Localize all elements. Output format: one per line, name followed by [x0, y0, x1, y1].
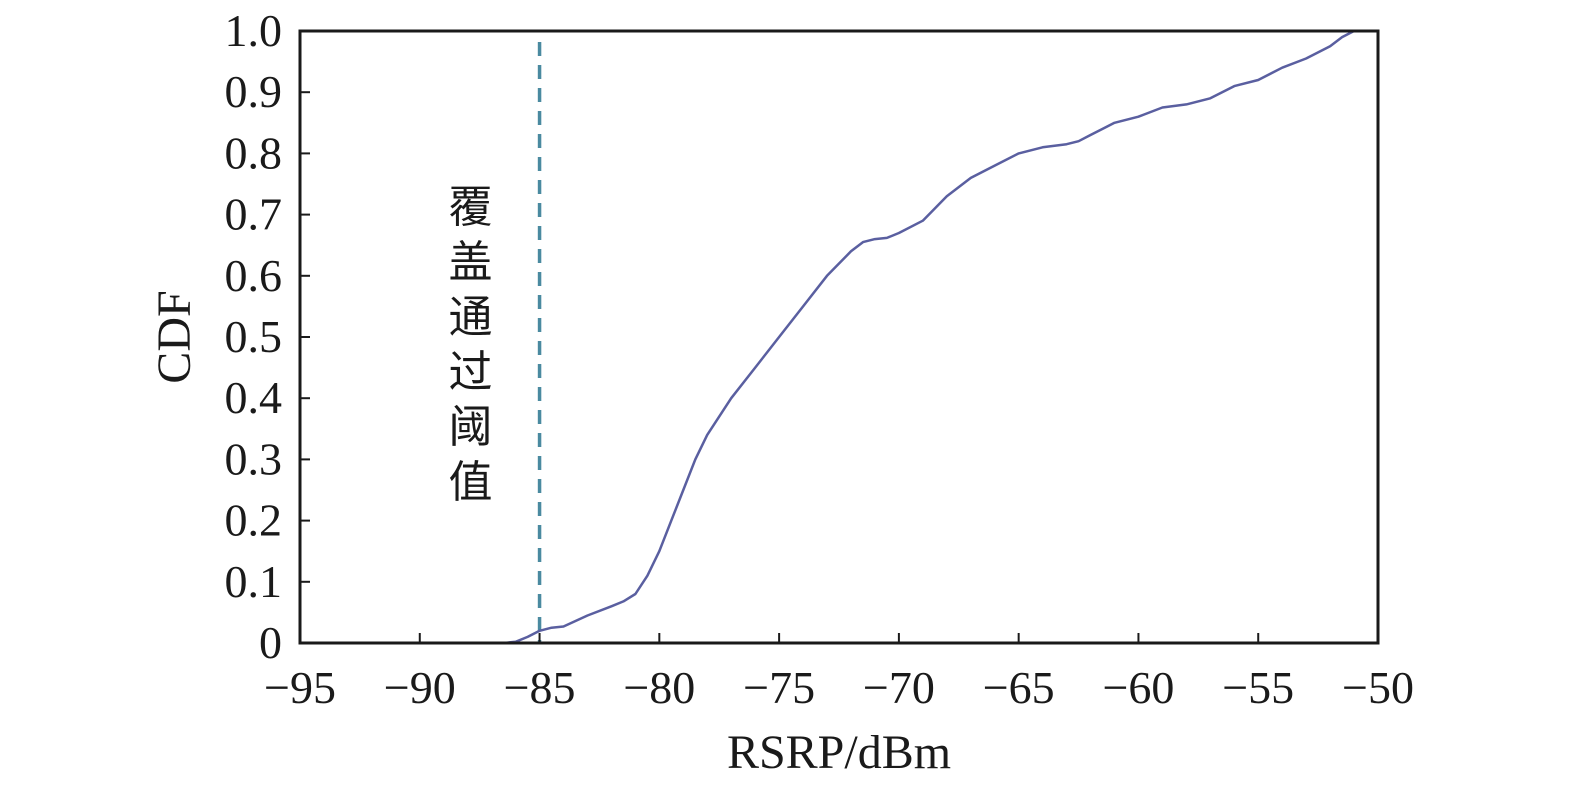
y-tick-label: 0.2	[225, 495, 283, 546]
cdf-series-line	[419, 29, 1355, 645]
threshold-label-char: 盖	[449, 238, 493, 287]
x-axis-label: RSRP/dBm	[727, 726, 951, 779]
y-tick-label: 0.1	[225, 556, 283, 607]
y-tick-label: 0.9	[225, 66, 283, 117]
y-tick-label: 0.4	[225, 372, 283, 423]
x-tick-label: −50	[1342, 662, 1414, 713]
y-tick-label: 0.8	[225, 127, 283, 178]
x-axis-ticks: −95 −90 −85 −80 −75 −70 −65 −60 −55 −50	[264, 633, 1414, 713]
threshold-label-char: 值	[449, 458, 493, 507]
threshold-label-char: 阈	[449, 403, 493, 452]
threshold-label-char: 覆	[449, 183, 493, 232]
y-tick-label: 0.3	[225, 433, 283, 484]
threshold-label-char: 过	[449, 348, 493, 397]
y-axis-label: CDF	[148, 290, 201, 383]
y-tick-label: 0.7	[225, 189, 283, 240]
y-tick-label: 0.5	[225, 311, 283, 362]
y-axis-ticks: 0 0.1 0.2 0.3 0.4 0.5 0.6 0.7 0.8 0.9 1.0	[225, 5, 310, 668]
x-tick-label: −85	[504, 662, 576, 713]
y-tick-label: 0	[259, 617, 282, 668]
threshold-label-char: 通	[449, 293, 493, 342]
x-tick-label: −95	[264, 662, 336, 713]
x-tick-label: −60	[1102, 662, 1174, 713]
x-tick-label: −65	[983, 662, 1055, 713]
y-tick-label: 1.0	[225, 5, 283, 56]
x-tick-label: −55	[1222, 662, 1294, 713]
x-tick-label: −70	[863, 662, 935, 713]
y-tick-label: 0.6	[225, 250, 283, 301]
x-tick-label: −90	[384, 662, 456, 713]
data-layer	[419, 29, 1355, 645]
x-tick-label: −75	[743, 662, 815, 713]
x-tick-label: −80	[623, 662, 695, 713]
